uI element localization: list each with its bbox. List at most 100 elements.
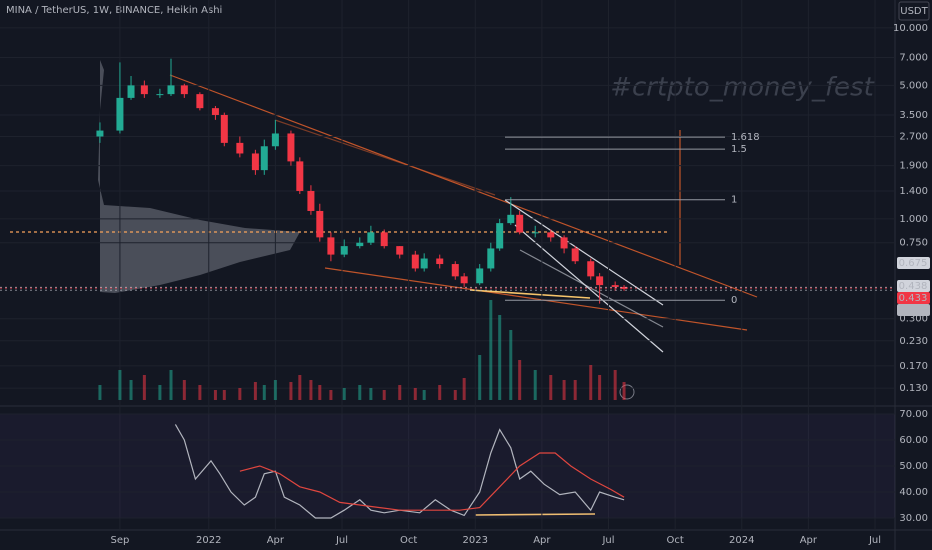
x-tick-label: Oct	[666, 535, 683, 546]
x-tick-label: 2022	[196, 535, 221, 546]
y-tick-label: 40.00	[899, 487, 928, 498]
candle-body	[411, 254, 419, 269]
volume-bar	[253, 382, 257, 400]
candle-body	[596, 276, 604, 286]
volume-bar	[549, 375, 553, 400]
volume-bar	[318, 385, 322, 400]
fib-label: 1	[731, 195, 737, 206]
price-badge-label: 0.433	[899, 293, 928, 304]
y-tick-label: 2.700	[899, 131, 928, 142]
candle-body	[196, 94, 204, 109]
volume-bar	[262, 385, 266, 400]
trend-line	[169, 74, 758, 298]
volume-bar	[398, 385, 402, 400]
candle-body	[236, 142, 244, 154]
price-badge	[897, 304, 930, 316]
candle-body	[167, 85, 175, 95]
volume-bar	[158, 385, 162, 400]
candle-body	[116, 97, 124, 131]
y-tick-label: 0.750	[899, 238, 928, 249]
volume-bar	[533, 370, 537, 400]
y-tick-label: 1.900	[899, 161, 928, 172]
volume-bar	[342, 388, 346, 400]
price-badge	[897, 257, 930, 269]
currency-label: USDT	[900, 6, 928, 17]
x-tick-label: Jul	[601, 535, 614, 546]
volume-bar	[198, 385, 202, 400]
candle-body	[396, 246, 404, 255]
x-tick-label: Apr	[267, 535, 285, 546]
candle-body	[307, 190, 315, 211]
candle-body	[460, 276, 468, 284]
trend-line	[324, 267, 748, 331]
volume-bar	[489, 300, 493, 400]
volume-bar	[518, 360, 522, 400]
rsi-divergence-line	[474, 513, 596, 516]
volume-bar	[382, 390, 386, 400]
candle-body	[547, 232, 555, 238]
volume-bar	[289, 382, 293, 400]
volume-bar	[573, 380, 577, 400]
y-tick-label: 0.230	[899, 336, 928, 347]
volume-bar	[309, 380, 313, 400]
y-tick-label: 0.300	[899, 314, 928, 325]
candle-body	[587, 261, 595, 277]
candle-body	[356, 242, 364, 247]
candle-body	[140, 85, 148, 95]
candle-body	[620, 286, 628, 289]
volume-bar	[298, 375, 302, 400]
candle-body	[451, 264, 459, 277]
volume-bar	[222, 390, 226, 400]
volume-bar	[562, 380, 566, 400]
currency-box	[898, 1, 930, 21]
y-tick-label: 3.500	[899, 110, 928, 121]
volume-bar	[273, 380, 277, 400]
x-tick-label: Jul	[868, 535, 881, 546]
volume-profile	[98, 60, 300, 293]
volume-bar	[462, 378, 466, 400]
watermark: #crtpto_money_fest	[610, 73, 874, 103]
volume-bar	[413, 388, 417, 400]
x-tick-label: Jul	[335, 535, 348, 546]
candle-body	[127, 85, 135, 98]
y-tick-label: 30.00	[899, 513, 928, 524]
volume-bar	[509, 330, 513, 400]
price-badge	[897, 280, 930, 292]
volume-bar	[498, 315, 502, 400]
candle-body	[271, 133, 279, 147]
x-tick-label: 2024	[729, 535, 754, 546]
x-tick-label: Oct	[400, 535, 417, 546]
candle-body	[260, 146, 268, 171]
candle-body	[287, 133, 295, 162]
volume-bar	[182, 380, 186, 400]
volume-bar	[238, 388, 242, 400]
candle-body	[220, 114, 228, 143]
y-tick-label: 0.170	[899, 361, 928, 372]
candle-body	[180, 85, 188, 95]
y-tick-label: 60.00	[899, 435, 928, 446]
y-tick-label: 7.000	[899, 52, 928, 63]
volume-bar	[613, 370, 617, 400]
y-tick-label: 70.00	[899, 409, 928, 420]
volume-bar	[129, 380, 133, 400]
candle-body	[367, 232, 375, 243]
fib-label: 1.5	[731, 144, 747, 155]
divergence-line	[469, 289, 591, 299]
candle-body	[476, 268, 484, 284]
trend-line	[274, 119, 496, 196]
candle-body	[340, 246, 348, 255]
price-badge-label: 0.438	[899, 281, 928, 292]
y-tick-label: 1.400	[899, 186, 928, 197]
price-badge	[897, 292, 930, 304]
candle-body	[156, 94, 164, 96]
volume-bar	[213, 390, 217, 400]
rsi-line	[174, 424, 625, 519]
y-tick-label: 50.00	[899, 461, 928, 472]
x-tick-label: 2023	[463, 535, 488, 546]
candle-body	[316, 210, 324, 238]
candle-body	[251, 153, 259, 171]
x-tick-label: Sep	[110, 535, 129, 546]
volume-bar	[438, 385, 442, 400]
candle-body	[487, 248, 495, 269]
